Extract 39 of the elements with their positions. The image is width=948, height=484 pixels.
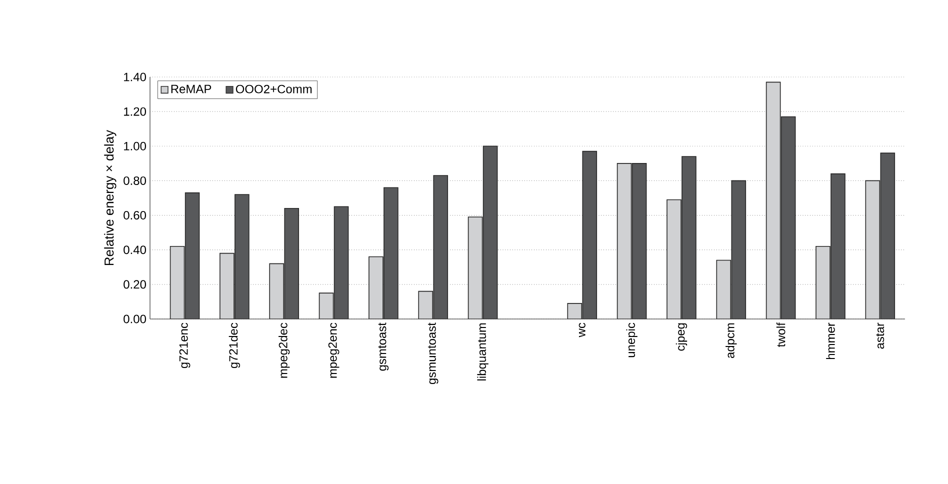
x-tick-label: libquantum <box>477 323 488 380</box>
bar <box>284 208 300 319</box>
x-tick-label: gsmtoast <box>378 322 389 371</box>
x-tick-label: astar <box>876 322 884 349</box>
y-tick-label: 1.40 <box>124 72 146 82</box>
x-tick-label: mpeg2enc <box>328 322 340 378</box>
x-tick-label: wc <box>578 322 586 338</box>
y-tick-label: 0.80 <box>124 176 146 185</box>
x-tick-label: hmmer <box>826 322 835 360</box>
bar <box>780 116 796 319</box>
x-tick-label: cjpeg <box>676 323 688 351</box>
y-tick-label: 0.60 <box>124 211 146 220</box>
bar <box>184 192 200 319</box>
x-tick-label: unepic <box>626 322 638 358</box>
x-tick-label: g721dec <box>228 322 240 368</box>
bar <box>334 206 349 319</box>
bar <box>731 180 746 319</box>
bar <box>880 152 896 319</box>
y-tick-label: 0.40 <box>124 246 146 254</box>
x-tick-label: g721enc <box>179 322 190 368</box>
bar <box>632 163 647 319</box>
bar <box>234 194 250 319</box>
y-tick-label: 0.00 <box>124 314 146 324</box>
legend-label: OOO2+Comm <box>236 84 312 94</box>
bar <box>384 187 398 319</box>
bar <box>682 156 696 319</box>
bar <box>482 146 498 319</box>
bar <box>433 175 448 319</box>
x-tick-label: adpcm <box>726 323 737 358</box>
bar <box>582 150 598 319</box>
bar <box>830 173 846 319</box>
x-tick-label: twolf <box>776 322 786 348</box>
x-tick-label: mpeg2dec <box>278 322 290 378</box>
y-tick-label: 1.00 <box>124 142 146 150</box>
x-tick-label: gsmuntoast <box>428 322 438 384</box>
y-axis-title: Relative energy × delay <box>104 130 116 266</box>
legend-label: ReMAP <box>171 84 212 94</box>
y-tick-label: 1.20 <box>124 107 146 116</box>
y-tick-label: 0.20 <box>124 280 146 289</box>
